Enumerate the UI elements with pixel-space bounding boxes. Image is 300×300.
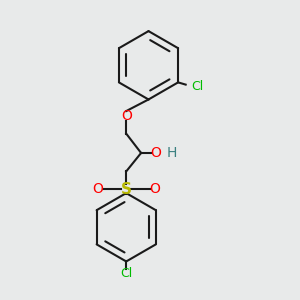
Text: Cl: Cl xyxy=(120,267,132,280)
Text: O: O xyxy=(92,182,104,196)
Text: H: H xyxy=(167,146,178,160)
Text: O: O xyxy=(149,182,160,196)
Text: Cl: Cl xyxy=(192,80,204,93)
Text: S: S xyxy=(121,182,132,197)
Text: O: O xyxy=(121,109,132,123)
Text: O: O xyxy=(151,146,161,160)
